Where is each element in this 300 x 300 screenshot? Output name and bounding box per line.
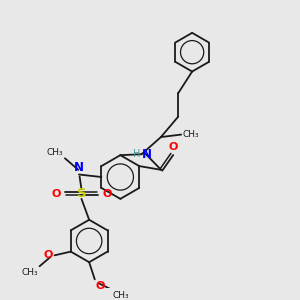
- Text: H: H: [133, 148, 140, 159]
- Text: CH₃: CH₃: [47, 148, 63, 157]
- Text: O: O: [44, 250, 53, 260]
- Text: CH₃: CH₃: [21, 268, 38, 277]
- Text: O: O: [169, 142, 178, 152]
- Text: CH₃: CH₃: [183, 130, 200, 139]
- Text: O: O: [52, 189, 61, 199]
- Text: CH₃: CH₃: [112, 291, 129, 300]
- Text: O: O: [95, 281, 105, 291]
- Text: O: O: [102, 189, 111, 199]
- Text: N: N: [142, 148, 152, 161]
- Text: N: N: [74, 161, 84, 174]
- Text: S: S: [77, 188, 86, 200]
